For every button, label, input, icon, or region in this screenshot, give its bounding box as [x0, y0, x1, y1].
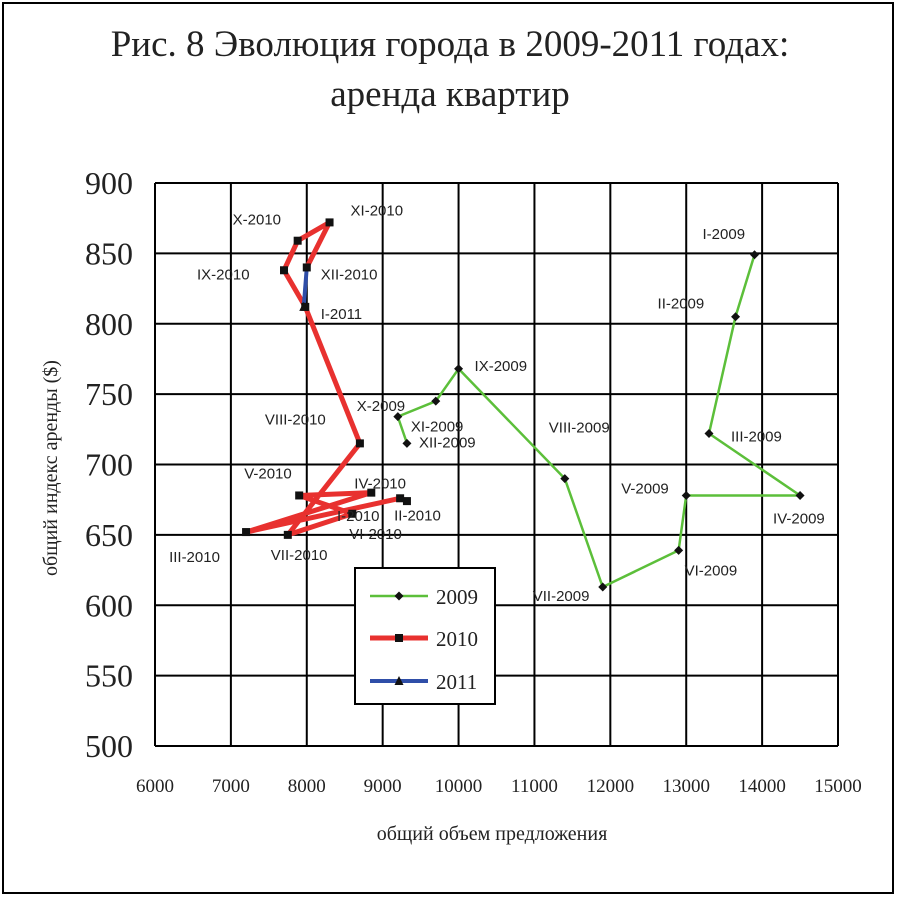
marker-2010-XII-2010 — [302, 263, 311, 272]
marker-2010-XI-2010 — [325, 218, 334, 227]
marker-2010-III-2010 — [242, 528, 251, 537]
y-tick-label: 550 — [85, 658, 133, 694]
chart-title: Рис. 8 Эволюция города в 2009-2011 годах… — [0, 20, 900, 120]
marker-2010-V-2010 — [295, 491, 304, 500]
marker-2010-I-2010 — [402, 497, 411, 506]
point-label: XII-2010 — [321, 266, 378, 283]
x-tick-label: 12000 — [587, 776, 635, 797]
x-tick-label: 9000 — [364, 776, 402, 797]
marker-2010-X-2010 — [293, 236, 302, 245]
marker-2010-VI-2010 — [348, 509, 357, 518]
point-label: V-2009 — [621, 480, 669, 497]
point-label: III-2010 — [169, 549, 220, 566]
y-tick-label: 900 — [85, 165, 133, 201]
marker-2011-I-2011 — [299, 301, 309, 311]
x-tick-label: 8000 — [288, 776, 326, 797]
x-tick-label: 15000 — [814, 776, 862, 797]
point-label: VIII-2009 — [549, 420, 610, 437]
point-label: X-2010 — [233, 212, 281, 229]
marker-2010-IX-2010 — [280, 266, 289, 275]
y-tick-label: 600 — [85, 587, 133, 623]
y-axis-label: общий индекс аренды ($) — [40, 360, 62, 576]
point-label: IX-2009 — [475, 358, 528, 375]
marker-2010-VII-2010 — [283, 530, 292, 539]
point-label: XI-2009 — [411, 419, 464, 436]
legend-marker-2011 — [394, 676, 404, 685]
legend-marker-2009 — [394, 591, 404, 601]
series-group — [242, 218, 805, 592]
marker-2009-VIII-2009 — [560, 474, 570, 484]
legend: 2009 2010 2011 — [354, 567, 496, 705]
chart-title-line-1: Рис. 8 Эволюция города в 2009-2011 годах… — [110, 24, 790, 65]
y-tick-label: 650 — [85, 517, 133, 553]
y-tick-label: 850 — [85, 235, 133, 271]
x-tick-label: 7000 — [212, 776, 250, 797]
x-tick-label: 14000 — [738, 776, 786, 797]
point-label: X-2009 — [357, 398, 405, 415]
point-label: VII-2010 — [271, 547, 328, 564]
marker-2009-V-2009 — [681, 490, 691, 500]
marker-2009-II-2009 — [731, 312, 741, 322]
marker-2009-IX-2009 — [454, 364, 464, 374]
x-axis-label: общий объем предложения — [377, 823, 608, 845]
series-line-2011 — [301, 267, 309, 308]
y-tick-label: 500 — [85, 728, 133, 764]
legend-label-2011: 2011 — [436, 670, 477, 694]
legend-label-2009: 2009 — [436, 585, 478, 609]
point-label: V-2010 — [244, 465, 292, 482]
point-label: IX-2010 — [197, 266, 250, 283]
point-label: II-2010 — [394, 507, 441, 524]
y-tick-label: 750 — [85, 376, 133, 412]
point-label: VIII-2010 — [265, 411, 326, 428]
point-label: VI-2010 — [349, 526, 402, 543]
marker-2009-IV-2009 — [795, 490, 805, 500]
marker-2009-III-2009 — [704, 429, 714, 439]
marker-2010-IV-2010 — [367, 488, 376, 497]
point-label: VII-2009 — [533, 588, 590, 605]
marker-2009-I-2009 — [750, 250, 760, 260]
marker-2010-VIII-2010 — [355, 439, 364, 448]
legend-marker-2010 — [395, 634, 403, 642]
chart-title-line-2: аренда квартир — [330, 74, 570, 115]
point-label: XI-2010 — [351, 202, 404, 219]
x-tick-label: 6000 — [136, 776, 174, 797]
point-label: I-2011 — [321, 306, 362, 323]
point-label: IV-2009 — [773, 510, 825, 527]
marker-2009-VII-2009 — [598, 582, 608, 592]
point-label: IV-2010 — [354, 476, 406, 493]
point-label: VI-2009 — [685, 562, 738, 579]
marker-2009-VI-2009 — [674, 545, 684, 555]
point-labels: I-2009 II-2009 III-2009 IV-2009 V-2009 VI-200… — [169, 202, 825, 605]
tick-labels: 6000 7000 8000 9000 10000 11000 12000 13000 1400… — [85, 165, 862, 797]
marker-2010-II-2010 — [396, 494, 405, 503]
x-tick-label: 10000 — [435, 776, 483, 797]
point-label: XII-2009 — [419, 434, 476, 451]
x-tick-label: 11000 — [511, 776, 558, 797]
y-tick-label: 700 — [85, 447, 133, 483]
x-tick-label: 13000 — [662, 776, 710, 797]
point-label: III-2009 — [731, 429, 782, 446]
point-label: I-2009 — [703, 226, 746, 243]
point-label: I-2010 — [337, 508, 380, 525]
marker-2009-X-2009 — [431, 396, 441, 406]
point-label: II-2009 — [658, 296, 705, 313]
y-tick-label: 800 — [85, 306, 133, 342]
marker-2009-XII-2009 — [402, 438, 412, 448]
marker-2009-XI-2009 — [393, 412, 403, 422]
series-line-2009 — [396, 254, 802, 589]
legend-label-2010: 2010 — [436, 627, 478, 651]
